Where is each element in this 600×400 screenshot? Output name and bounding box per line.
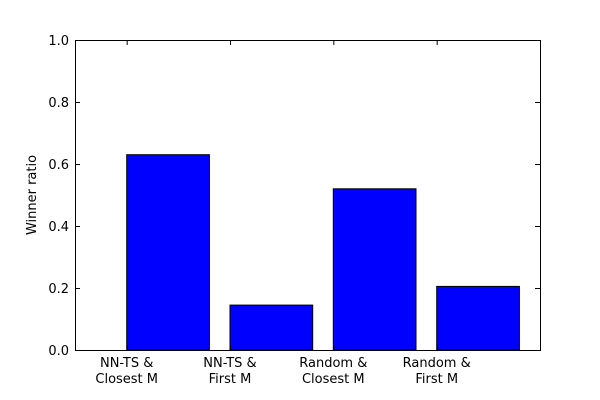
bar-2 <box>332 188 417 351</box>
plot-frame <box>75 40 541 351</box>
bars-group <box>126 154 520 351</box>
y-tick-label-2: 0.4 <box>48 220 69 235</box>
y-axis-ticks: 0.0 0.2 0.4 0.6 0.8 1.0 <box>48 34 540 359</box>
y-tick-label-4: 0.8 <box>48 96 69 111</box>
y-axis-label: Winner ratio <box>25 155 40 235</box>
x-tick-label-0: NN-TS & Closest M <box>95 356 158 387</box>
x-tick-label-3: Random & First M <box>403 356 471 387</box>
bar-1 <box>229 304 314 351</box>
y-tick-label-1: 0.2 <box>48 282 69 297</box>
bar-0 <box>126 154 210 351</box>
x-tick-label-1: NN-TS & First M <box>203 356 256 387</box>
bar-3 <box>436 285 520 351</box>
x-tick-label-2: Random & Closest M <box>299 356 367 387</box>
x-axis-tick-labels: NN-TS & Closest M NN-TS & First M Random & Cl… <box>95 356 470 387</box>
y-tick-label-3: 0.6 <box>48 158 69 173</box>
y-tick-label-0: 0.0 <box>48 344 69 359</box>
y-tick-label-5: 1.0 <box>48 34 69 49</box>
